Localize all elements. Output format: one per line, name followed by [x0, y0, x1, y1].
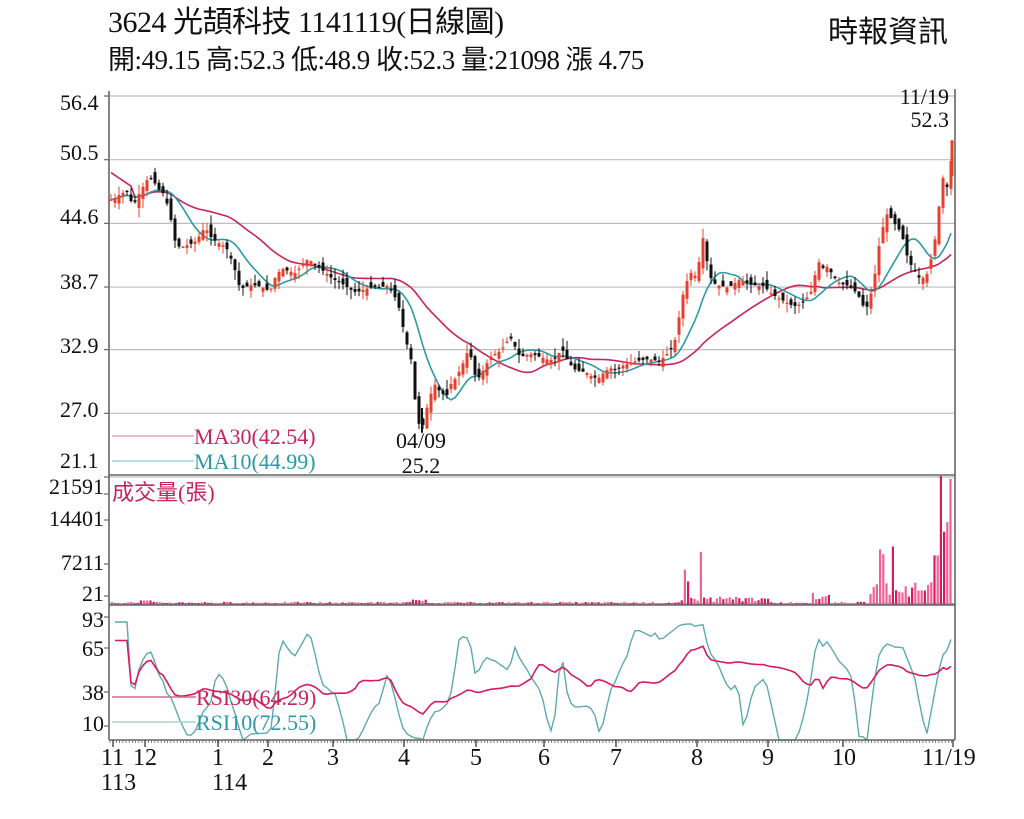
x-month-10: 10	[832, 745, 856, 771]
price-pane: 56.4 50.5 44.6 38.7 32.9 27.0 21.1 11/19…	[60, 84, 955, 478]
x-month-3: 3	[327, 745, 339, 771]
rsi-ytick-1: 65	[82, 636, 104, 661]
rsi-ytick-2: 38	[82, 680, 104, 705]
price-ytick-0: 56.4	[60, 90, 99, 115]
volume-bars	[104, 476, 955, 605]
rsi30-legend-label: RSI30(64.29)	[196, 685, 316, 710]
price-ytick-2: 44.6	[60, 204, 99, 229]
candlesticks	[109, 140, 954, 433]
x-axis: 11 12 1 2 3 4 5 6 7 8 9 10 11/19 113 114	[101, 745, 976, 796]
price-ytick-6: 21.1	[60, 448, 99, 473]
x-month-1: 1	[212, 745, 224, 771]
quote-summary: 開:49.15 高:52.3 低:48.9 收:52.3 量:21098 漲 4…	[108, 45, 644, 75]
x-month-9: 9	[762, 745, 774, 771]
low-annotation-date: 04/09	[396, 428, 446, 453]
price-ytick-3: 38.7	[60, 269, 99, 294]
volume-ytick-2: 7211	[61, 550, 104, 575]
high-annotation-date: 11/19	[900, 84, 949, 109]
volume-ytick-1: 14401	[49, 506, 104, 531]
high-annotation-value: 52.3	[911, 107, 950, 132]
chart-frame	[108, 89, 956, 747]
chart-title: 3624 光頡科技 1141119(日線圖)	[108, 6, 504, 39]
x-month-6: 6	[538, 745, 550, 771]
rsi-ytick-0: 93	[82, 607, 104, 632]
rsi-ytick-3: 10	[82, 711, 104, 736]
x-year-113: 113	[101, 770, 136, 796]
price-ytick-4: 32.9	[60, 333, 99, 358]
volume-pane: 成交量(張) 21591 14401 7211 21	[49, 474, 955, 606]
brand-label: 時報資訊	[828, 16, 948, 49]
rsi10-line	[115, 621, 952, 742]
x-month-4: 4	[398, 745, 410, 771]
volume-ytick-0: 21591	[49, 474, 104, 499]
low-annotation-value: 25.2	[402, 453, 441, 478]
rsi-pane: 93 65 38 10 RSI30(64.29) RSI10(72.55)	[82, 607, 952, 742]
x-month-12: 12	[133, 745, 157, 771]
volume-ytick-3: 21	[82, 581, 104, 606]
ma30-line	[110, 171, 952, 374]
x-month-8: 8	[691, 745, 703, 771]
x-year-114: 114	[212, 770, 247, 796]
price-ytick-1: 50.5	[60, 140, 99, 165]
x-month-7: 7	[610, 745, 622, 771]
price-ytick-5: 27.0	[60, 397, 99, 422]
x-month-11: 11	[101, 745, 124, 771]
rsi10-legend-label: RSI10(72.55)	[196, 710, 316, 735]
ma10-line	[110, 189, 952, 401]
volume-title: 成交量(張)	[112, 480, 215, 505]
rsi30-line	[104, 616, 952, 727]
x-month-11-19: 11/19	[922, 745, 976, 771]
x-month-5: 5	[470, 745, 482, 771]
ma10-legend-label: MA10(44.99)	[194, 449, 316, 474]
x-month-2: 2	[262, 745, 274, 771]
ma30-legend-label: MA30(42.54)	[194, 424, 316, 449]
